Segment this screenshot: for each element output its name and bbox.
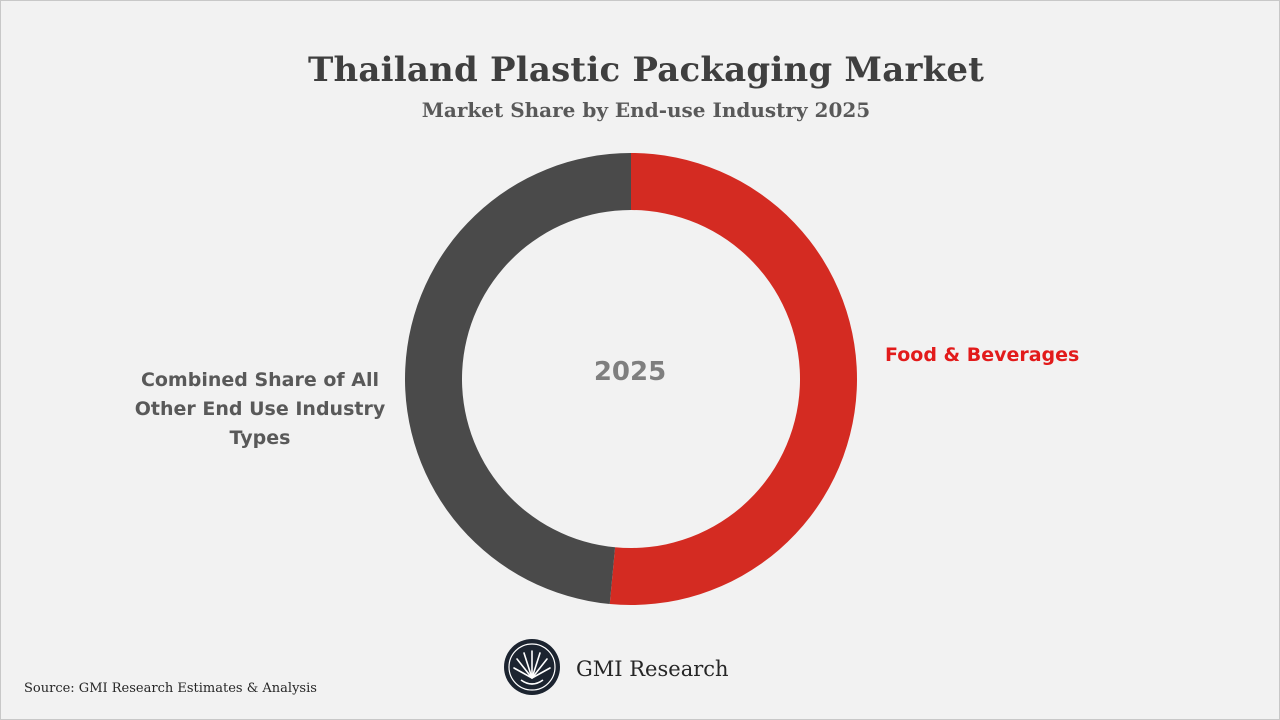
donut-center-label: 2025 bbox=[593, 357, 667, 387]
slice-food-beverages bbox=[609, 152, 858, 606]
chart-subtitle: Market Share by End-use Industry 2025 bbox=[421, 98, 871, 122]
slice-others bbox=[405, 153, 631, 604]
slice-label-others-line-3: Types bbox=[229, 427, 291, 449]
chart-title: Thailand Plastic Packaging Market bbox=[307, 50, 985, 90]
slice-label-others-line-2: Other End Use Industry bbox=[134, 398, 386, 420]
slice-label-others: Combined Share of All Other End Use Indu… bbox=[125, 366, 395, 453]
source-note: Source: GMI Research Estimates & Analysi… bbox=[24, 681, 317, 696]
brand-name: GMI Research bbox=[576, 657, 729, 681]
slice-label-food-beverages: Food & Beverages bbox=[885, 344, 1080, 366]
gmi-research-logo-icon bbox=[504, 639, 560, 695]
slice-label-others-line-1: Combined Share of All bbox=[140, 369, 380, 391]
